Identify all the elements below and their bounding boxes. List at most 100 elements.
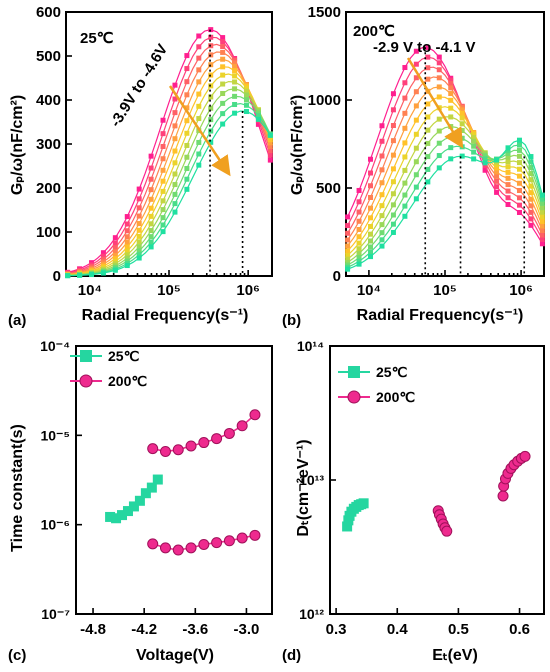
data-point bbox=[436, 128, 442, 134]
fit-curve bbox=[347, 56, 543, 240]
data-point-circle bbox=[249, 529, 261, 541]
data-point bbox=[368, 170, 374, 176]
data-point bbox=[220, 100, 226, 106]
data-point bbox=[448, 85, 454, 91]
data-point bbox=[196, 55, 202, 61]
data-point bbox=[390, 179, 396, 185]
data-point bbox=[471, 149, 477, 155]
panel-d-legend: 25℃ 200℃ bbox=[338, 364, 415, 405]
x-tick-label: 10⁵ bbox=[433, 282, 457, 299]
data-point bbox=[368, 231, 374, 237]
panel-c-ylabel: Time constant(s) bbox=[9, 424, 26, 552]
data-point bbox=[459, 135, 465, 141]
data-point bbox=[220, 49, 226, 55]
data-point bbox=[459, 153, 465, 159]
panel-b-label: (b) bbox=[282, 312, 301, 329]
data-point bbox=[425, 45, 431, 51]
data-point bbox=[436, 60, 442, 66]
data-point-circle bbox=[236, 420, 248, 432]
data-point bbox=[368, 205, 374, 211]
data-point bbox=[448, 156, 454, 162]
data-point bbox=[436, 116, 442, 122]
panel-a-xlabel: Radial Frequency(s⁻¹) bbox=[82, 307, 249, 324]
data-point bbox=[379, 192, 385, 198]
data-point bbox=[459, 115, 465, 121]
data-point bbox=[402, 167, 408, 173]
data-point bbox=[425, 179, 431, 185]
data-point bbox=[448, 77, 454, 83]
legend-label-25: 25℃ bbox=[376, 364, 408, 380]
data-point bbox=[267, 148, 273, 154]
data-point bbox=[112, 252, 118, 258]
data-point bbox=[516, 147, 522, 153]
data-point bbox=[390, 229, 396, 235]
data-point bbox=[505, 164, 511, 170]
data-point bbox=[184, 92, 190, 98]
data-point bbox=[172, 148, 178, 154]
data-point bbox=[368, 254, 374, 260]
y-tick-label: 300 bbox=[36, 136, 61, 153]
data-point bbox=[539, 223, 545, 229]
data-point bbox=[148, 196, 154, 202]
data-point bbox=[136, 205, 142, 211]
data-point bbox=[220, 72, 226, 78]
panel-c-legend: 25℃ 200℃ bbox=[70, 348, 147, 389]
y-tick-label: 10¹² bbox=[299, 606, 324, 622]
data-point bbox=[482, 156, 488, 162]
data-point bbox=[356, 240, 362, 246]
data-point bbox=[89, 272, 95, 278]
data-point bbox=[160, 143, 166, 149]
data-point bbox=[448, 80, 454, 86]
data-point bbox=[402, 213, 408, 219]
data-point bbox=[184, 165, 190, 171]
data-point bbox=[220, 111, 226, 117]
data-point bbox=[148, 221, 154, 227]
data-point bbox=[196, 33, 202, 39]
data-point bbox=[505, 159, 511, 165]
data-point bbox=[425, 101, 431, 107]
data-point bbox=[345, 237, 351, 243]
data-point bbox=[172, 191, 178, 197]
data-point bbox=[136, 213, 142, 219]
data-point bbox=[368, 244, 374, 250]
data-point bbox=[255, 113, 261, 119]
data-point bbox=[267, 140, 273, 146]
data-point bbox=[539, 241, 545, 247]
data-point bbox=[516, 153, 522, 159]
data-point bbox=[184, 142, 190, 148]
data-point bbox=[220, 121, 226, 127]
data-point bbox=[379, 123, 385, 129]
data-point bbox=[255, 110, 261, 116]
data-point bbox=[459, 128, 465, 134]
legend-circle-marker bbox=[79, 374, 93, 388]
data-point bbox=[368, 223, 374, 229]
data-point bbox=[379, 138, 385, 144]
data-point bbox=[124, 239, 130, 245]
data-point-circle bbox=[497, 490, 509, 502]
data-point bbox=[494, 169, 500, 175]
data-point bbox=[528, 165, 534, 171]
data-point bbox=[539, 228, 545, 234]
data-point bbox=[160, 198, 166, 204]
data-point bbox=[471, 143, 477, 149]
data-point bbox=[172, 82, 178, 88]
data-point bbox=[471, 138, 477, 144]
data-point bbox=[148, 176, 154, 182]
data-point bbox=[267, 152, 273, 158]
panel-d-ylabel: Dₜ(cm⁻²eV⁻¹) bbox=[295, 439, 312, 536]
data-point bbox=[148, 187, 154, 193]
data-point bbox=[528, 196, 534, 202]
data-point bbox=[136, 244, 142, 250]
data-point bbox=[459, 121, 465, 127]
data-point-square bbox=[140, 488, 151, 499]
data-point bbox=[402, 180, 408, 186]
data-point bbox=[243, 92, 249, 98]
y-tick-label: 500 bbox=[316, 180, 341, 197]
data-point bbox=[425, 54, 431, 60]
data-point bbox=[112, 256, 118, 262]
data-point bbox=[459, 107, 465, 113]
plot-frame bbox=[329, 345, 545, 615]
data-point bbox=[390, 152, 396, 158]
data-point bbox=[220, 35, 226, 41]
data-point bbox=[345, 252, 351, 258]
